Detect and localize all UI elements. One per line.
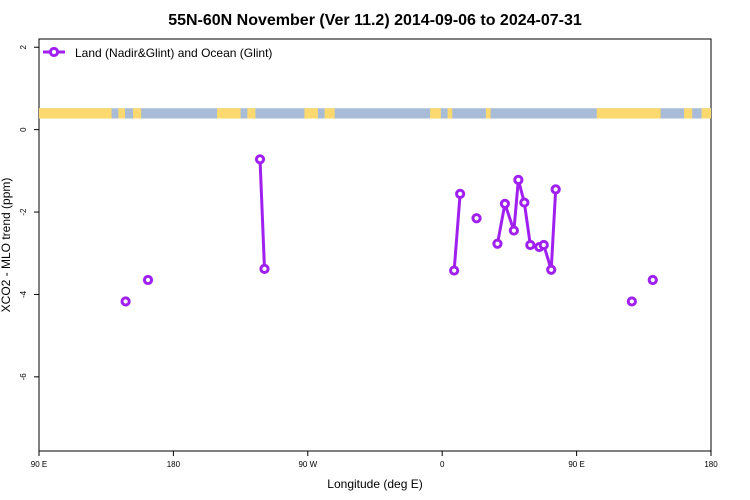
data-point (120, 296, 131, 307)
data-point (471, 213, 482, 224)
data-point (546, 264, 557, 275)
data-point (449, 265, 460, 276)
data-point (513, 174, 524, 186)
x-axis: 90 E 180 90 W 0 90 E 180 (31, 451, 718, 469)
series-layer (120, 154, 658, 307)
map-strip-land (133, 108, 142, 119)
data-point (499, 198, 511, 209)
data-point (626, 296, 637, 307)
y-tick-label: -4 (19, 290, 28, 298)
map-strip-land (596, 108, 661, 119)
series-line (452, 193, 462, 271)
x-tick-label: 180 (704, 460, 718, 469)
y-tick-label: 2 (19, 44, 28, 49)
legend-label: Land (Nadir&Glint) and Ocean (Glint) (75, 46, 272, 60)
data-point (254, 154, 266, 165)
y-tick-label: -2 (19, 208, 28, 216)
y-axis-label: XCO2 - MLO trend (ppm) (0, 178, 13, 313)
data-point (455, 188, 466, 200)
data-point (538, 239, 549, 251)
series-line (258, 159, 266, 269)
x-tick-label: 90 W (298, 460, 317, 469)
map-strip-land (485, 108, 491, 119)
y-tick-label: 0 (19, 127, 28, 132)
map-strip (39, 108, 711, 119)
map-strip-land (118, 108, 126, 119)
map-strip-land (701, 108, 711, 119)
legend-marker-swatch (48, 46, 60, 58)
map-strip-land (447, 108, 453, 119)
map-strip-land (684, 108, 693, 119)
data-point (525, 239, 536, 251)
y-tick-label: -6 (19, 373, 28, 381)
data-point (550, 184, 561, 195)
chart-title: 55N-60N November (Ver 11.2) 2014-09-06 t… (168, 12, 582, 29)
map-strip-land (217, 108, 241, 119)
data-point (519, 197, 530, 208)
plot-area (38, 38, 712, 452)
x-tick-label: 180 (167, 460, 181, 469)
map-strip-land (247, 108, 256, 119)
map-strip-land (430, 108, 441, 119)
x-axis-label: Longitude (deg E) (327, 477, 422, 491)
data-point (259, 263, 270, 274)
y-axis: 2 0 -2 -4 -6 (19, 44, 39, 380)
map-strip-ocean (39, 108, 711, 119)
series-line (495, 178, 558, 272)
data-point (142, 274, 154, 286)
legend: Land (Nadir&Glint) and Ocean (Glint) (43, 46, 272, 60)
data-point (492, 238, 503, 249)
x-tick-label: 90 E (31, 460, 47, 469)
data-point (508, 225, 519, 236)
x-tick-label: 0 (440, 460, 445, 469)
map-strip-land (324, 108, 335, 119)
data-point (647, 274, 658, 286)
x-tick-label: 90 E (568, 460, 584, 469)
map-strip-land (39, 108, 112, 119)
map-strip-land (304, 108, 318, 119)
